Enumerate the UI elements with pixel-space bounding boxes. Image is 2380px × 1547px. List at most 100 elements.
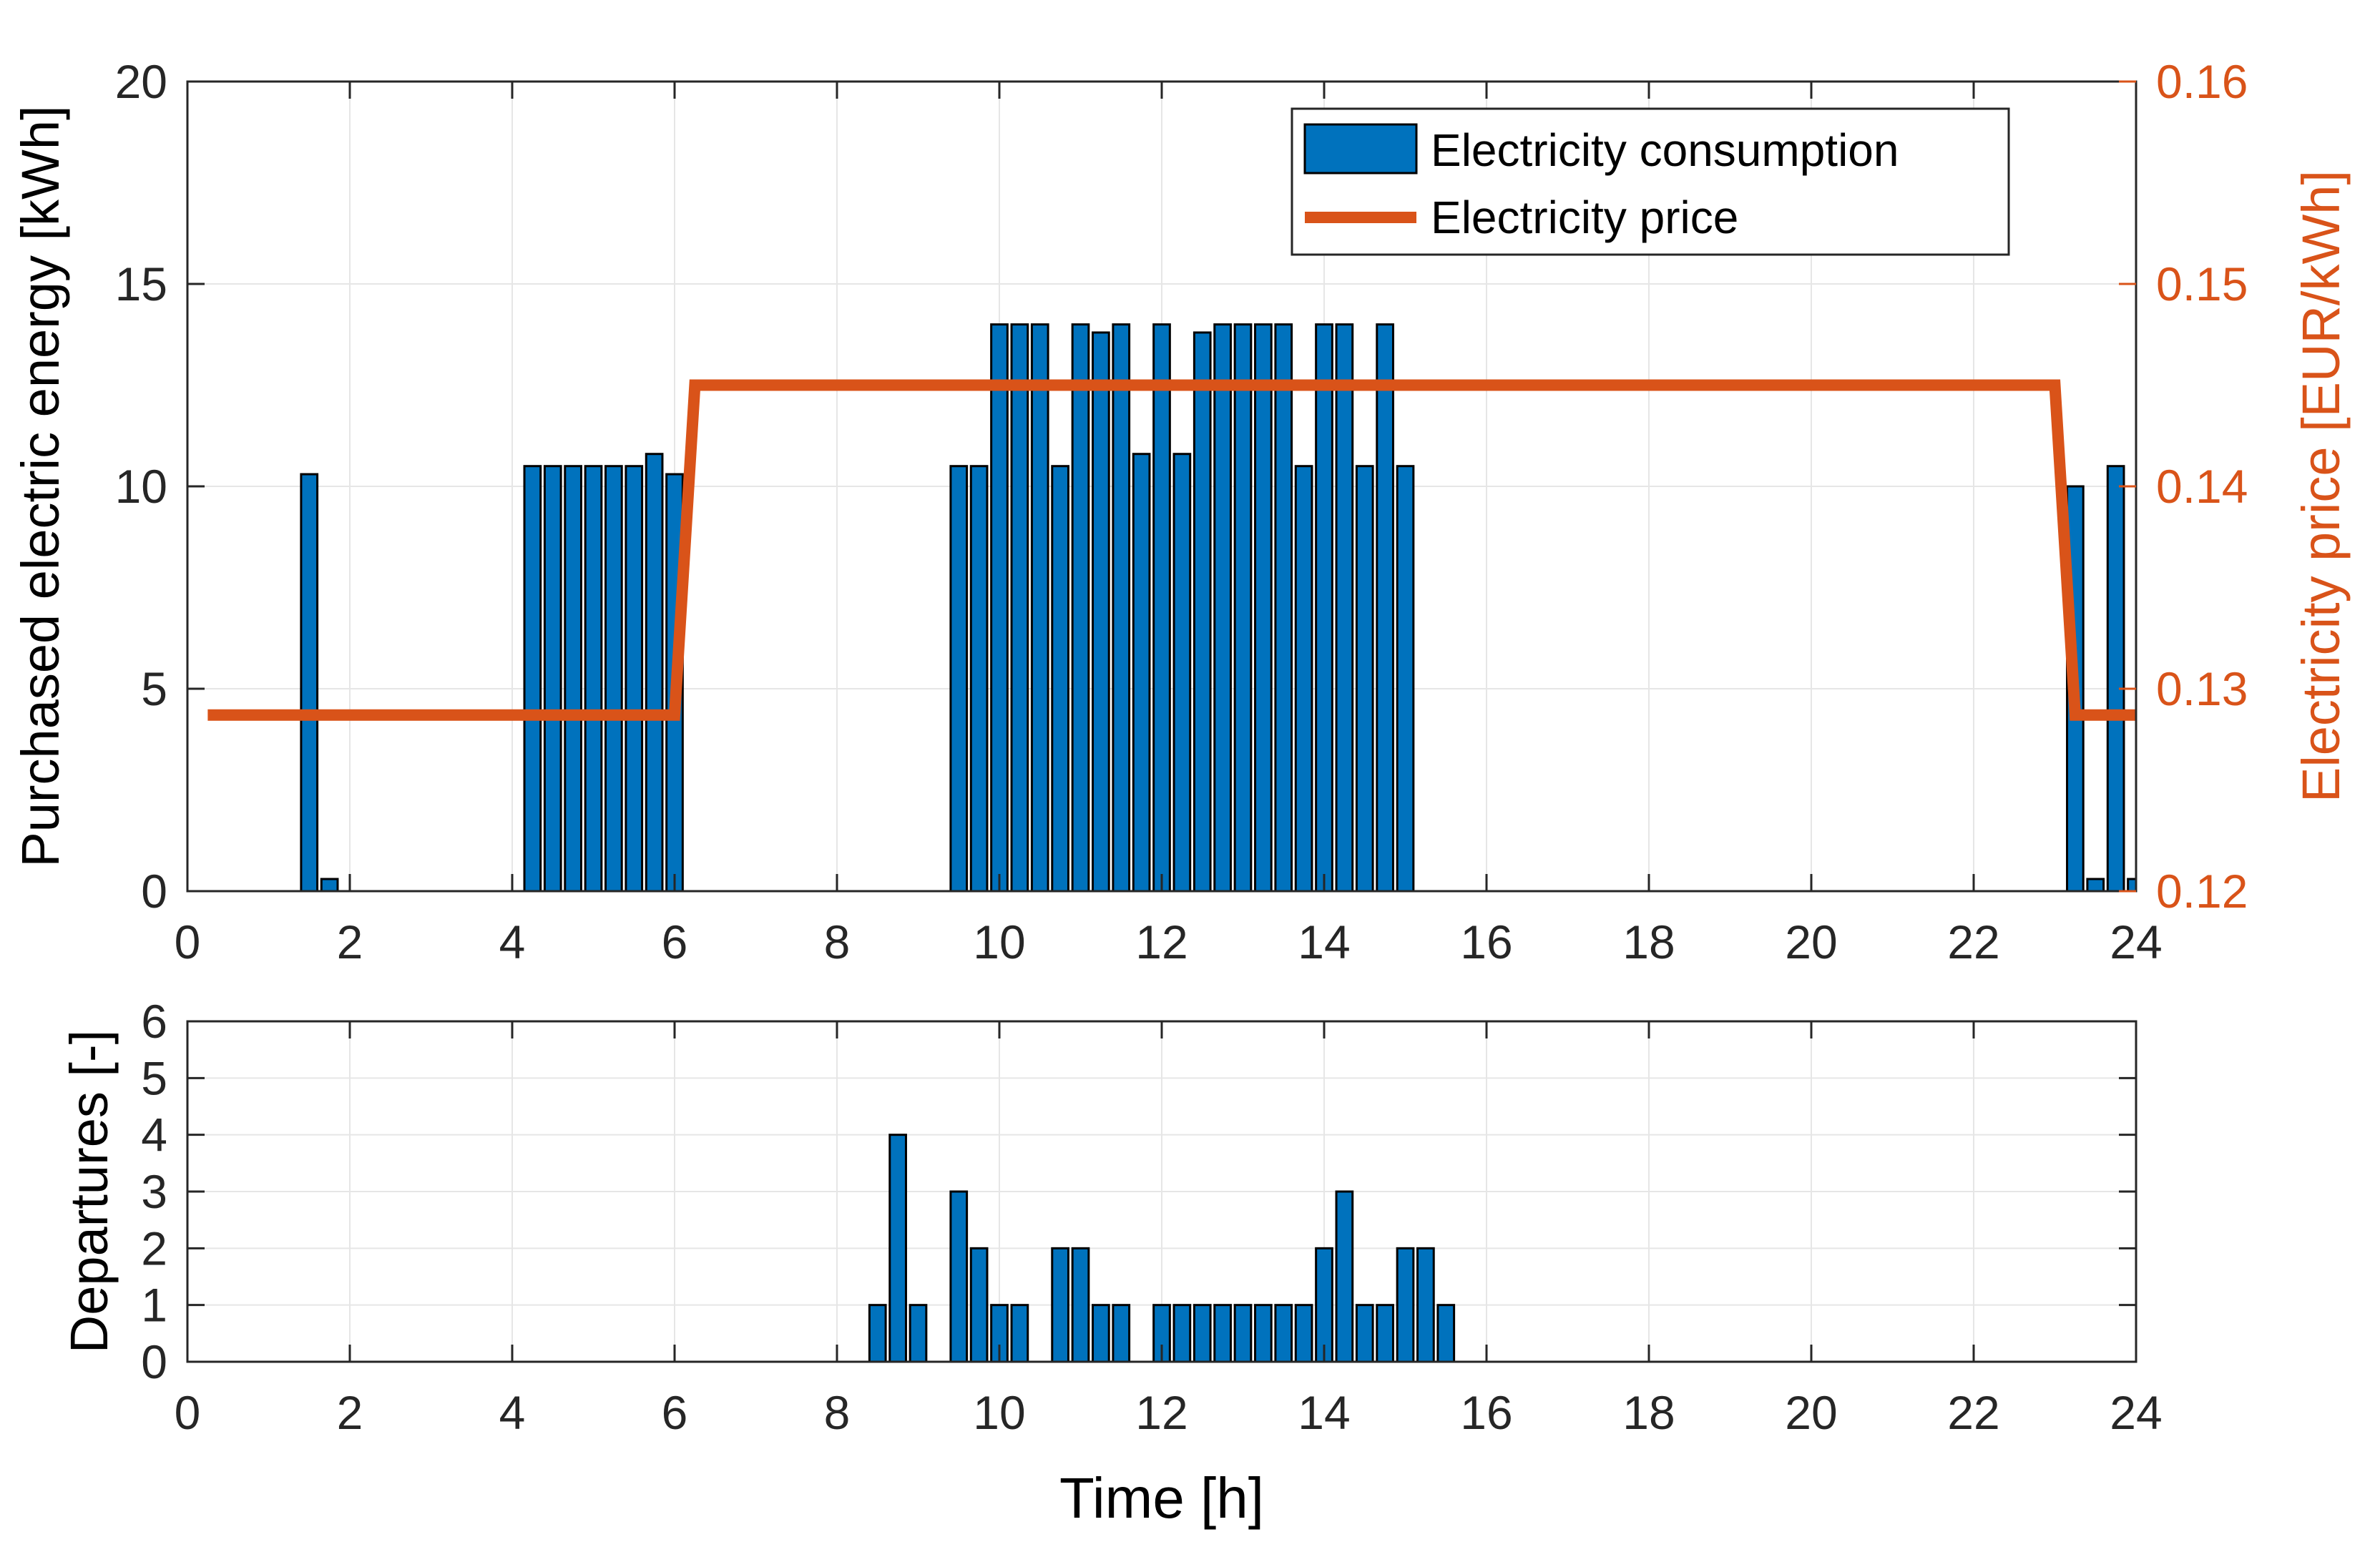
top-y-axis-label: Purchased electric energy [kWh]: [11, 105, 70, 867]
bottom-x-ticks: 0 2 4 6 8 10 12 14 16 18 20 22 24: [175, 1021, 2163, 1439]
top-x-tick-label: 12: [1135, 915, 1187, 968]
consumption-bar: [2127, 878, 2137, 893]
bottom-y-axis-label: Departures [-]: [59, 1030, 119, 1353]
departure-bar: [1376, 1304, 1394, 1363]
consumption-bar: [1010, 323, 1029, 893]
departure-bar: [1213, 1304, 1232, 1363]
departure-bar: [1071, 1247, 1090, 1363]
consumption-bar: [1315, 323, 1333, 893]
consumption-bar: [523, 465, 542, 893]
consumption-bar: [604, 465, 623, 893]
consumption-bar: [1213, 323, 1232, 893]
consumption-bar: [300, 473, 319, 893]
departure-bar: [1010, 1304, 1029, 1363]
top-y2-axis-label: Electricity price [EUR/kWh]: [2291, 170, 2351, 802]
price-line-path: [207, 379, 2136, 721]
departure-bar: [909, 1304, 928, 1363]
bottom-x-tick-label: 22: [1947, 1386, 1999, 1439]
price-line: [207, 379, 2136, 721]
legend-consumption-label: Electricity consumption: [1431, 124, 1899, 176]
consumption-bar: [1112, 323, 1131, 893]
departure-bar: [1092, 1304, 1110, 1363]
top-x-tick-label: 22: [1947, 915, 1999, 968]
bottom-y-tick-label: 5: [141, 1051, 167, 1104]
top-y-tick-label: 15: [115, 257, 167, 310]
consumption-bar: [1254, 323, 1273, 893]
consumption-bar: [1092, 331, 1110, 893]
legend-price-label: Electricity price: [1431, 192, 1738, 243]
top-y2-tick-label: 0.15: [2156, 257, 2248, 310]
top-x-tick-label: 20: [1785, 915, 1837, 968]
departure-bar: [1254, 1304, 1273, 1363]
departure-bar: [969, 1247, 989, 1363]
departure-bar: [1193, 1304, 1212, 1363]
departure-bar: [1355, 1304, 1374, 1363]
departure-bar: [1233, 1304, 1253, 1363]
top-x-tick-label: 24: [2110, 915, 2162, 968]
bottom-x-tick-label: 6: [662, 1386, 688, 1439]
bottom-y-tick-label: 6: [141, 995, 167, 1048]
consumption-bar: [1152, 323, 1171, 893]
top-x-tick-label: 14: [1298, 915, 1350, 968]
departure-bar: [1436, 1304, 1456, 1363]
consumption-bar: [645, 453, 664, 893]
top-y-tick-label: 0: [141, 865, 167, 918]
consumption-bar: [1233, 323, 1253, 893]
bottom-x-tick-label: 24: [2110, 1386, 2162, 1439]
bottom-x-tick-label: 4: [499, 1386, 526, 1439]
consumption-bar: [1051, 465, 1069, 893]
bottom-y-tick-label: 2: [141, 1222, 167, 1275]
bottom-x-tick-label: 18: [1622, 1386, 1675, 1439]
bottom-y-tick-label: 0: [141, 1335, 167, 1388]
top-y-tick-label: 20: [115, 55, 167, 108]
top-x-tick-label: 16: [1460, 915, 1512, 968]
bottom-y-tick-label: 4: [141, 1109, 167, 1162]
consumption-bar: [543, 465, 562, 893]
top-x-tick-label: 4: [499, 915, 526, 968]
bottom-x-tick-label: 20: [1785, 1386, 1837, 1439]
departure-bar: [1335, 1190, 1354, 1363]
consumption-bar: [1030, 323, 1049, 893]
consumption-bar: [1355, 465, 1374, 893]
legend: Electricity consumption Electricity pric…: [1291, 107, 2010, 256]
bottom-x-tick-label: 2: [337, 1386, 363, 1439]
consumption-bar: [320, 878, 339, 893]
bottom-x-tick-label: 14: [1298, 1386, 1350, 1439]
top-y2-tick-label: 0.14: [2156, 460, 2248, 513]
top-x-tick-label: 18: [1622, 915, 1675, 968]
top-x-tick-label: 6: [662, 915, 688, 968]
departure-bar: [1294, 1304, 1313, 1363]
consumption-bar: [1274, 323, 1293, 893]
consumption-bar: [1376, 323, 1394, 893]
consumption-bar: [1193, 331, 1212, 893]
departure-bar: [868, 1304, 887, 1363]
top-x-tick-label: 10: [973, 915, 1025, 968]
consumption-bar: [584, 465, 603, 893]
departure-bars: [868, 1134, 1456, 1363]
top-x-tick-label: 8: [824, 915, 851, 968]
bottom-x-tick-label: 10: [973, 1386, 1025, 1439]
legend-bar-swatch: [1303, 123, 1418, 175]
consumption-bar: [1132, 453, 1151, 893]
consumption-bar: [564, 465, 582, 893]
bottom-x-tick-label: 12: [1135, 1386, 1187, 1439]
consumption-bar: [1335, 323, 1354, 893]
departure-bar: [1112, 1304, 1131, 1363]
departure-bar: [949, 1190, 969, 1363]
consumption-bar: [625, 465, 644, 893]
consumption-bar: [2106, 465, 2125, 893]
top-y2-tick-label: 0.13: [2156, 662, 2248, 715]
bottom-x-tick-label: 0: [175, 1386, 201, 1439]
consumption-bar: [2086, 878, 2105, 893]
consumption-bar: [949, 465, 969, 893]
top-y-tick-label: 5: [141, 662, 167, 715]
top-x-tick-label: 2: [337, 915, 363, 968]
top-y2-ticks: 0.12 0.13 0.14 0.15 0.16: [2119, 55, 2248, 918]
consumption-bar: [1172, 453, 1192, 893]
top-x-ticks: 0 2 4 6 8 10 12 14 16 18 20 22 24: [175, 82, 2163, 968]
top-y2-tick-label: 0.16: [2156, 55, 2248, 108]
departure-bar: [1416, 1247, 1435, 1363]
